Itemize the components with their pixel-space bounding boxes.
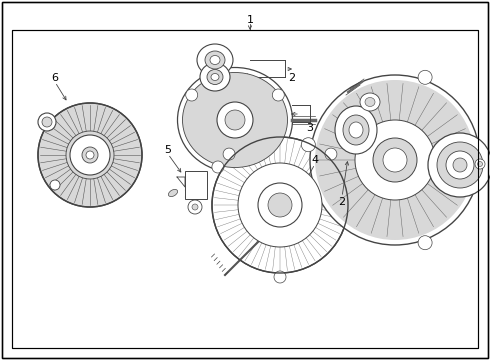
Circle shape xyxy=(188,200,202,214)
Circle shape xyxy=(428,133,490,197)
Circle shape xyxy=(223,148,235,160)
Circle shape xyxy=(192,204,198,210)
Ellipse shape xyxy=(169,189,177,197)
Ellipse shape xyxy=(197,44,233,76)
Circle shape xyxy=(475,159,485,169)
Circle shape xyxy=(50,180,60,190)
Circle shape xyxy=(217,102,253,138)
Ellipse shape xyxy=(360,93,380,111)
Circle shape xyxy=(268,193,292,217)
Ellipse shape xyxy=(365,98,375,107)
Circle shape xyxy=(437,142,483,188)
Polygon shape xyxy=(177,177,185,187)
Circle shape xyxy=(212,161,224,173)
Circle shape xyxy=(238,163,322,247)
Text: 1: 1 xyxy=(246,15,253,25)
Ellipse shape xyxy=(200,63,230,91)
Circle shape xyxy=(274,271,286,283)
Bar xyxy=(12,30,478,348)
Ellipse shape xyxy=(205,51,225,69)
Text: 4: 4 xyxy=(312,155,318,165)
Circle shape xyxy=(418,70,432,84)
Text: 5: 5 xyxy=(165,145,172,155)
Ellipse shape xyxy=(182,72,288,167)
Ellipse shape xyxy=(349,122,363,138)
Ellipse shape xyxy=(177,68,293,172)
Bar xyxy=(185,171,207,199)
Text: 2: 2 xyxy=(339,197,345,207)
Circle shape xyxy=(272,89,284,101)
Circle shape xyxy=(38,103,142,207)
Circle shape xyxy=(418,236,432,250)
Circle shape xyxy=(186,89,197,101)
Circle shape xyxy=(310,75,480,245)
Circle shape xyxy=(42,117,52,127)
Circle shape xyxy=(315,80,475,240)
Circle shape xyxy=(66,131,114,179)
Ellipse shape xyxy=(335,106,377,154)
Circle shape xyxy=(355,120,435,200)
Text: 6: 6 xyxy=(51,73,58,83)
Ellipse shape xyxy=(343,115,369,145)
Ellipse shape xyxy=(207,69,223,85)
Circle shape xyxy=(325,148,337,160)
Text: 2: 2 xyxy=(289,73,295,83)
Circle shape xyxy=(82,147,98,163)
Circle shape xyxy=(383,148,407,172)
Circle shape xyxy=(301,138,316,152)
Circle shape xyxy=(373,138,417,182)
Circle shape xyxy=(477,162,483,166)
Circle shape xyxy=(225,110,245,130)
Ellipse shape xyxy=(211,73,219,81)
Circle shape xyxy=(70,135,110,175)
Text: 3: 3 xyxy=(307,123,314,133)
Circle shape xyxy=(212,137,348,273)
Bar xyxy=(12,30,478,348)
Circle shape xyxy=(446,151,474,179)
Circle shape xyxy=(453,158,467,172)
Ellipse shape xyxy=(210,55,220,64)
Circle shape xyxy=(258,183,302,227)
Circle shape xyxy=(38,113,56,131)
Circle shape xyxy=(86,151,94,159)
